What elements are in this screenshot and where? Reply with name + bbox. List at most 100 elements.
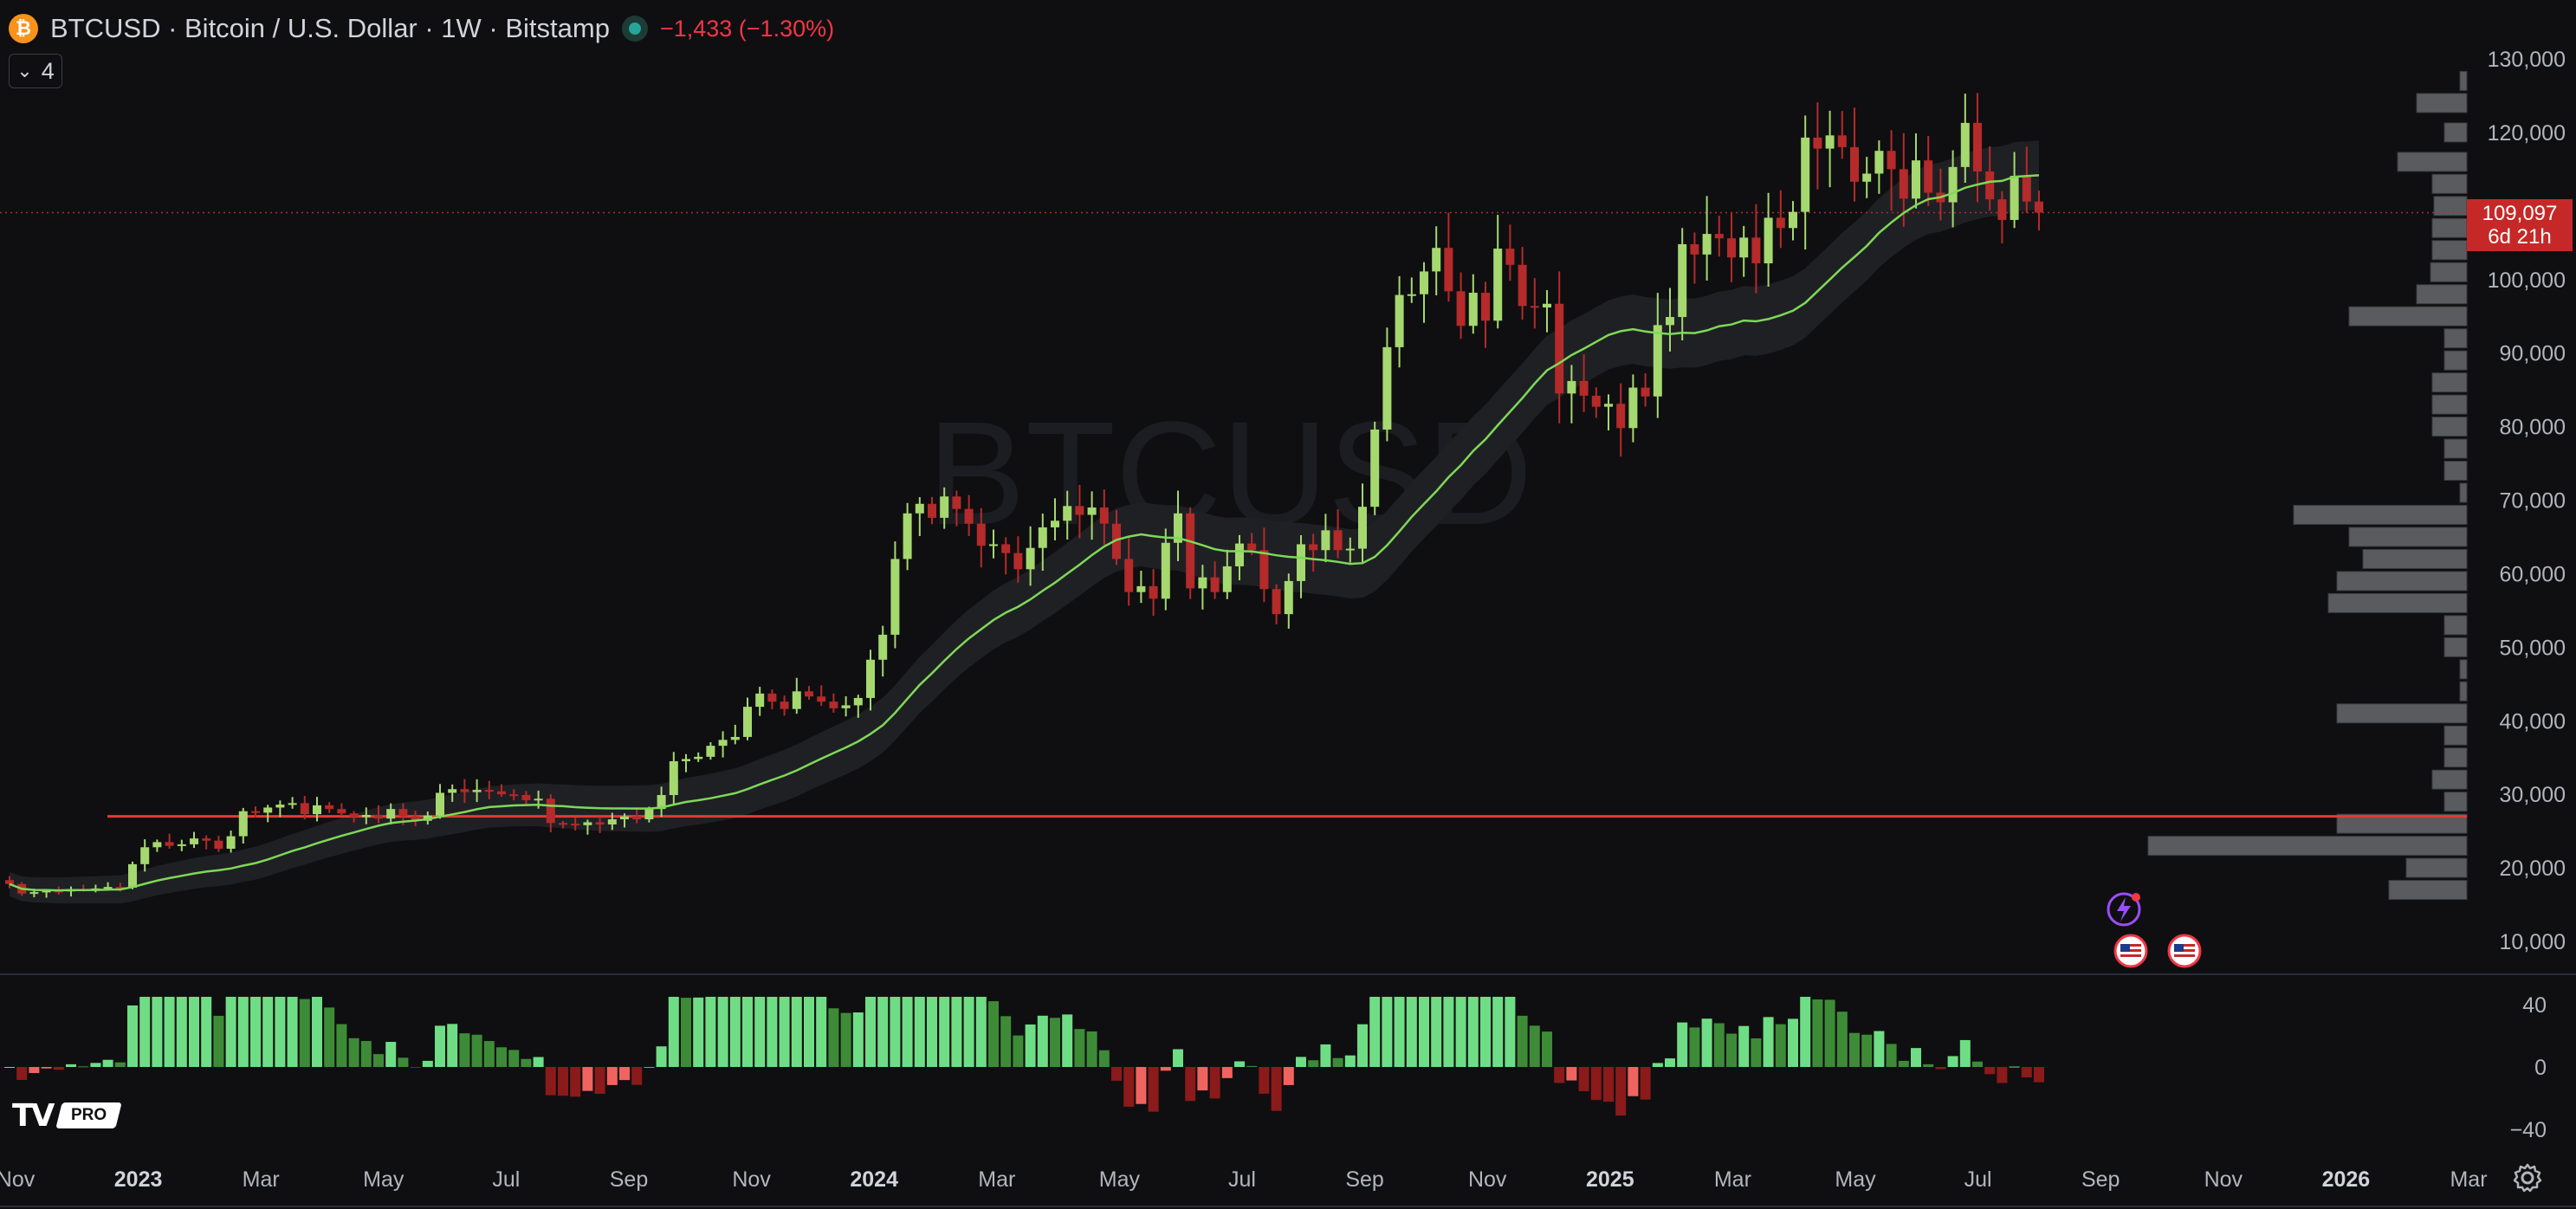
histogram-bar [1025, 1024, 1036, 1067]
candle-body [1186, 513, 1195, 589]
price-axis-label: 70,000 [2500, 489, 2566, 514]
price-axis-label: 20,000 [2500, 857, 2566, 881]
histogram-bar [459, 1033, 470, 1067]
candle-body [1912, 160, 1920, 199]
histogram-bar [1173, 1049, 1183, 1067]
candle-body [128, 863, 137, 889]
candle-body [571, 824, 580, 826]
candle-body [1973, 122, 1982, 171]
candle-body [165, 842, 174, 846]
candle-body [1321, 530, 1330, 551]
volume-profile-bar [2147, 836, 2468, 857]
moving-average-line [9, 174, 2040, 892]
candle-body [1444, 248, 1453, 292]
us-flag-event-icon[interactable] [2113, 934, 2148, 968]
time-axis-label: Jul [1964, 1167, 1992, 1192]
histogram-bar [963, 997, 974, 1067]
oscillator-histogram [4, 997, 2044, 1116]
oscillator-axis[interactable]: 40 0 −40 [2510, 993, 2547, 1142]
time-axis-label: 2026 [2322, 1167, 2371, 1192]
histogram-bar [521, 1058, 532, 1067]
price-axis-label: 120,000 [2488, 121, 2566, 145]
candle-body [313, 805, 321, 815]
histogram-bar [705, 997, 716, 1067]
candle-body [1751, 237, 1761, 264]
candle-body [915, 503, 924, 514]
candle-body [484, 790, 494, 792]
time-axis-label: 2025 [1586, 1167, 1634, 1192]
time-axis-label: Mar [978, 1167, 1015, 1192]
histogram-bar [840, 1012, 851, 1067]
candle-body [1493, 249, 1503, 321]
lightning-icon[interactable] [2105, 890, 2143, 928]
volume-profile-bar [2431, 372, 2468, 393]
volume-profile-bar [2443, 328, 2468, 349]
us-flag-event-icon-2[interactable] [2167, 934, 2202, 968]
histogram-bar [1775, 1024, 1786, 1067]
candle-body [1776, 217, 1785, 229]
candle-body [1678, 243, 1687, 318]
histogram-bar [1419, 997, 1429, 1067]
candle-body [1087, 507, 1097, 515]
histogram-bar [360, 1041, 372, 1067]
histogram-bar [275, 997, 286, 1067]
histogram-bar [373, 1054, 384, 1067]
histogram-bar [1037, 1015, 1048, 1067]
candle-body [263, 807, 273, 813]
candle-body [140, 847, 150, 864]
histogram-bar [1062, 1014, 1073, 1067]
histogram-bar [127, 1005, 138, 1067]
histogram-bar [1505, 997, 1516, 1067]
candle-body [1259, 550, 1269, 590]
histogram-bar [1394, 997, 1405, 1067]
histogram-bar [1677, 1022, 1688, 1067]
candle-body [755, 693, 765, 708]
histogram-bar [1812, 999, 1823, 1067]
histogram-bar [1800, 997, 1811, 1067]
time-axis[interactable]: Nov 2023 Mar May Jul Sep Nov 2024 Mar May Jul Sep No… [0, 1167, 2488, 1192]
candlesticks [5, 93, 2043, 898]
candle-body [521, 795, 531, 800]
histogram-bar [988, 1001, 999, 1067]
candle-body [398, 809, 408, 817]
candle-body [1997, 199, 2007, 220]
candle-body [1174, 513, 1182, 543]
histogram-bar [852, 1012, 864, 1067]
histogram-bar [2034, 1067, 2044, 1083]
candle-body [866, 659, 875, 698]
tradingview-logo[interactable]: TV PRO [12, 1098, 123, 1134]
histogram-bar [1271, 1067, 1282, 1111]
candle-body [1850, 146, 1859, 182]
market-status-icon[interactable] [621, 16, 648, 42]
time-axis-label: Jul [492, 1167, 520, 1192]
candle-body [1161, 542, 1170, 599]
histogram-bar [582, 1067, 593, 1091]
histogram-bar [1160, 1067, 1171, 1071]
histogram-bar [1972, 1061, 1983, 1067]
histogram-bar [717, 997, 728, 1067]
histogram-bar [1308, 1060, 1319, 1067]
histogram-bar [1824, 999, 1835, 1067]
histogram-bar [644, 1067, 655, 1068]
candle-body [436, 792, 444, 816]
histogram-bar [1603, 1067, 1614, 1102]
gear-icon[interactable] [2512, 1162, 2543, 1193]
histogram-bar [1000, 1016, 1012, 1067]
bitcoin-icon: ₿ [9, 14, 38, 43]
histogram-bar [1234, 1061, 1245, 1067]
histogram-bar [398, 1057, 409, 1067]
indicators-toggle-button[interactable]: ⌄ 4 [9, 54, 62, 88]
symbol-title[interactable]: BTCUSD · Bitcoin / U.S. Dollar · 1W · Bi… [50, 13, 610, 43]
price-axis[interactable]: 10,000 20,000 30,000 40,000 50,000 60,000 70,0… [2488, 48, 2566, 954]
histogram-bar [767, 997, 778, 1067]
volume-profile-bar [2388, 880, 2468, 901]
candle-body [300, 803, 309, 815]
candle-body [546, 798, 555, 824]
histogram-bar [176, 997, 187, 1067]
histogram-bar [435, 1025, 445, 1067]
candle-body [1518, 264, 1527, 307]
histogram-bar [804, 997, 814, 1067]
histogram-bar [1615, 1067, 1627, 1116]
volume-profile-bar [2443, 615, 2468, 636]
